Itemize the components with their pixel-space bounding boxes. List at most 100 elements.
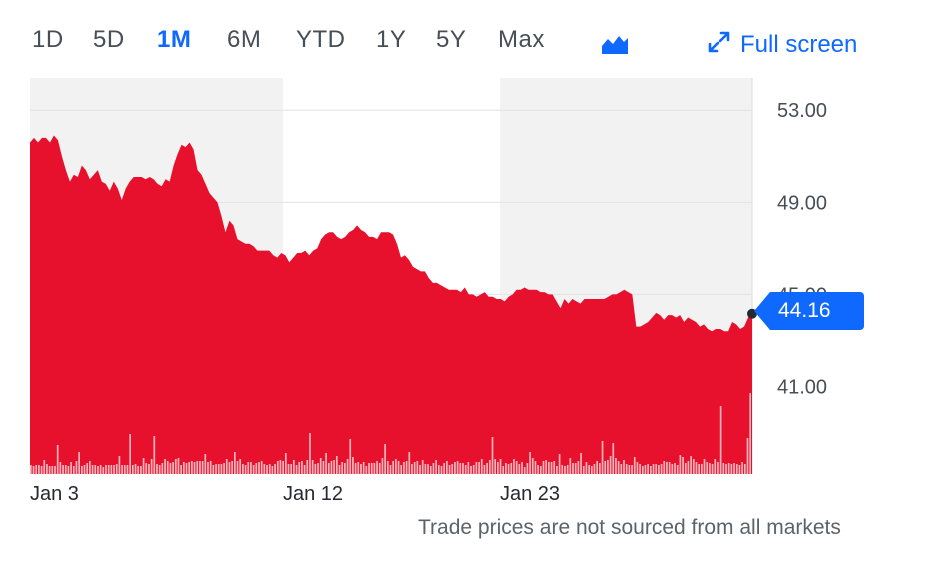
range-1d-button[interactable]: 1D	[32, 26, 64, 53]
volume-bar	[51, 466, 54, 474]
volume-bar	[743, 464, 746, 474]
volume-bar	[488, 460, 491, 474]
volume-bar	[287, 464, 290, 474]
price-area-series	[30, 135, 752, 474]
volume-bar	[590, 466, 593, 474]
footer-note: Trade prices are not sourced from all ma…	[418, 516, 841, 539]
volume-bar	[429, 466, 432, 474]
volume-bar	[483, 465, 486, 474]
volume-bar	[467, 462, 470, 474]
volume-bar	[553, 461, 556, 474]
volume-bar	[97, 466, 99, 474]
current-price-value: 44.16	[770, 292, 864, 330]
volume-bar	[502, 466, 505, 474]
volume-bar	[596, 461, 599, 474]
volume-bar	[435, 460, 437, 474]
volume-bar	[204, 454, 207, 474]
volume-bar	[134, 464, 137, 474]
volume-bar	[322, 461, 325, 474]
x-tick-label: Jan 23	[500, 483, 560, 505]
volume-bar	[153, 436, 156, 474]
current-price-badge: 44.16	[754, 292, 864, 330]
volume-bar	[346, 459, 349, 474]
volume-bar	[676, 465, 679, 474]
volume-bar	[233, 452, 236, 474]
range-5y-button[interactable]: 5Y	[436, 26, 467, 53]
volume-bar	[258, 462, 260, 474]
volume-bar	[161, 463, 164, 474]
volume-bar	[158, 465, 161, 474]
volume-bar	[650, 466, 652, 474]
volume-bar	[419, 465, 421, 474]
fullscreen-button[interactable]: Full screen	[706, 30, 857, 60]
volume-bar	[478, 462, 480, 474]
volume-bar	[631, 465, 633, 474]
volume-bar	[83, 465, 86, 474]
volume-bar	[72, 466, 75, 474]
volume-bar	[620, 464, 623, 474]
volume-bar	[325, 453, 327, 474]
volume-bar	[655, 464, 658, 474]
volume-bar	[148, 464, 150, 474]
volume-bar	[454, 462, 456, 474]
volume-bar	[341, 462, 344, 474]
volume-bar	[566, 465, 569, 474]
volume-bar	[357, 462, 360, 474]
volume-bar	[706, 462, 709, 474]
volume-bar	[86, 463, 89, 474]
range-5d-button[interactable]: 5D	[93, 26, 125, 53]
volume-bar	[464, 465, 467, 474]
volume-bar	[599, 463, 601, 474]
volume-bar	[494, 459, 497, 474]
volume-bar	[556, 466, 558, 474]
volume-bar	[711, 464, 714, 474]
volume-bar	[497, 462, 499, 474]
volume-bar	[113, 465, 115, 474]
volume-bar	[311, 460, 314, 474]
volume-bar	[730, 464, 733, 474]
volume-bar	[507, 464, 510, 474]
volume-bar	[451, 464, 454, 474]
volume-bar	[424, 464, 427, 474]
volume-bar	[268, 464, 271, 474]
volume-bar	[684, 463, 687, 474]
volume-bar	[604, 461, 607, 474]
volume-bar	[703, 459, 706, 474]
volume-bar	[123, 465, 126, 474]
volume-bar	[741, 462, 743, 474]
volume-bar	[416, 461, 419, 474]
volume-bar	[266, 465, 268, 474]
volume-bar	[293, 460, 295, 474]
volume-bar	[701, 464, 703, 474]
volume-bar	[408, 452, 411, 474]
volume-bar	[539, 466, 542, 474]
volume-bar	[526, 463, 529, 474]
volume-bar	[156, 464, 158, 474]
volume-bar	[727, 463, 730, 474]
volume-bar	[537, 465, 539, 474]
volume-bar	[690, 456, 692, 474]
volume-bar	[362, 462, 365, 474]
volume-bar	[738, 465, 741, 474]
volume-bar	[582, 466, 585, 474]
range-max-button[interactable]: Max	[498, 26, 545, 53]
volume-bar	[306, 460, 309, 474]
volume-bar	[150, 459, 153, 474]
volume-bar	[491, 437, 494, 474]
volume-bar	[601, 441, 604, 474]
volume-bar	[652, 464, 655, 474]
range-1m-button[interactable]: 1M	[157, 26, 192, 53]
range-ytd-button[interactable]: YTD	[296, 26, 346, 53]
volume-bar	[548, 462, 550, 474]
volume-bar	[687, 461, 690, 474]
range-6m-button[interactable]: 6M	[227, 26, 262, 53]
range-1y-button[interactable]: 1Y	[376, 26, 407, 53]
volume-bar	[749, 393, 751, 474]
volume-bar	[78, 452, 80, 474]
volume-bar	[674, 463, 676, 474]
volume-bar	[105, 465, 107, 474]
mountain-chart-icon[interactable]	[600, 30, 630, 56]
volume-bar	[142, 458, 145, 474]
volume-bar	[317, 463, 319, 474]
